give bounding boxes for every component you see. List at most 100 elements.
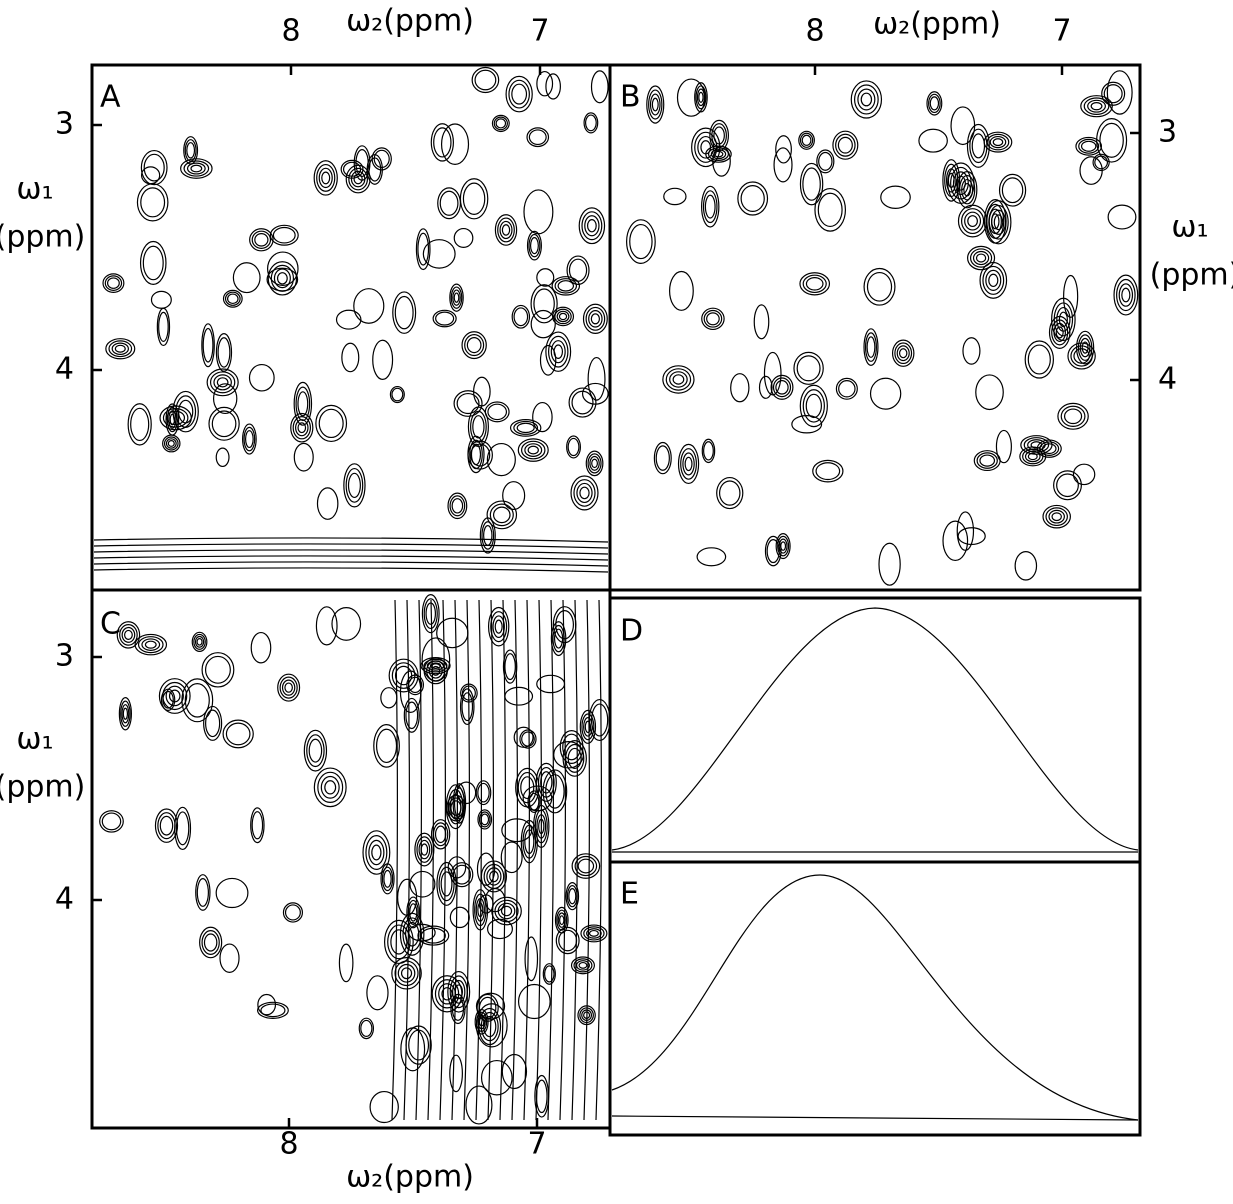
contour bbox=[451, 498, 464, 514]
contour bbox=[989, 135, 1007, 149]
contour bbox=[918, 128, 948, 153]
contour bbox=[165, 438, 177, 449]
contour bbox=[430, 123, 454, 162]
contour bbox=[143, 153, 165, 182]
y-tick-label: 4 bbox=[55, 352, 74, 387]
contour bbox=[215, 332, 233, 372]
contour bbox=[961, 178, 974, 201]
contour bbox=[517, 438, 549, 462]
contour bbox=[165, 685, 184, 707]
contour bbox=[976, 452, 998, 469]
contour bbox=[486, 500, 518, 530]
contour bbox=[341, 342, 360, 373]
contour bbox=[880, 185, 911, 210]
contour bbox=[440, 871, 453, 897]
contour bbox=[371, 844, 382, 861]
contour bbox=[555, 610, 574, 640]
contour bbox=[718, 480, 741, 506]
contour bbox=[441, 987, 453, 1001]
contour bbox=[595, 599, 602, 1121]
contour bbox=[475, 599, 482, 1121]
contour bbox=[142, 245, 164, 281]
contour bbox=[437, 187, 462, 220]
contour bbox=[212, 383, 238, 415]
contour bbox=[559, 915, 565, 926]
contour bbox=[201, 930, 220, 955]
contour bbox=[1072, 463, 1096, 486]
contour bbox=[272, 226, 296, 244]
contour bbox=[1058, 311, 1068, 328]
contour bbox=[536, 70, 554, 97]
contour bbox=[267, 251, 299, 287]
contour bbox=[835, 377, 858, 400]
contour bbox=[539, 344, 557, 376]
contour bbox=[499, 599, 506, 1121]
contour bbox=[316, 487, 339, 520]
contour bbox=[93, 537, 609, 543]
contour bbox=[169, 413, 176, 426]
contour bbox=[321, 171, 331, 185]
contour bbox=[186, 162, 206, 175]
contour bbox=[495, 118, 507, 129]
contour bbox=[315, 606, 338, 646]
contour bbox=[967, 245, 996, 271]
contour bbox=[409, 903, 418, 922]
contour bbox=[547, 599, 554, 1121]
contour bbox=[740, 185, 765, 212]
contour bbox=[950, 106, 976, 146]
contour bbox=[758, 375, 773, 399]
contour bbox=[535, 1079, 548, 1114]
contour bbox=[590, 313, 601, 325]
contour bbox=[1024, 340, 1054, 379]
contour bbox=[582, 303, 608, 334]
contour bbox=[372, 339, 394, 381]
contour bbox=[573, 958, 593, 973]
contour bbox=[99, 810, 124, 833]
contour bbox=[216, 377, 229, 388]
contour bbox=[111, 342, 129, 355]
contour bbox=[183, 160, 210, 177]
contour bbox=[204, 655, 231, 684]
contour bbox=[1083, 97, 1110, 115]
contour bbox=[450, 862, 474, 888]
contour bbox=[360, 1019, 373, 1037]
contour bbox=[584, 114, 597, 132]
contour bbox=[526, 127, 550, 148]
contour bbox=[104, 275, 123, 291]
contour bbox=[489, 870, 499, 883]
contour bbox=[586, 219, 597, 233]
contour bbox=[219, 943, 240, 973]
contour bbox=[668, 270, 694, 311]
contour bbox=[400, 967, 413, 980]
contour bbox=[205, 709, 221, 738]
contour bbox=[527, 790, 541, 813]
contour bbox=[710, 149, 727, 160]
contour bbox=[702, 190, 718, 224]
contour bbox=[571, 853, 601, 879]
contour bbox=[248, 363, 275, 392]
contour bbox=[1048, 509, 1065, 524]
window-curve-e bbox=[611, 874, 1139, 1121]
contour bbox=[422, 239, 456, 269]
contour bbox=[529, 237, 539, 255]
contour bbox=[896, 345, 910, 362]
contour bbox=[520, 776, 535, 800]
contour bbox=[1113, 274, 1139, 316]
contour bbox=[557, 912, 566, 928]
contour bbox=[107, 277, 120, 289]
contour bbox=[545, 73, 561, 100]
contour bbox=[701, 307, 725, 331]
contour bbox=[449, 1054, 463, 1093]
contour bbox=[394, 960, 419, 987]
contour bbox=[470, 443, 482, 466]
contour bbox=[449, 793, 462, 820]
contour bbox=[502, 481, 526, 511]
contour bbox=[116, 621, 141, 649]
contour bbox=[476, 852, 496, 886]
window-curve-d bbox=[611, 607, 1139, 851]
contour bbox=[818, 151, 833, 171]
contour bbox=[366, 975, 389, 1011]
contour bbox=[276, 272, 288, 285]
contour bbox=[777, 535, 790, 557]
contour bbox=[764, 535, 782, 567]
